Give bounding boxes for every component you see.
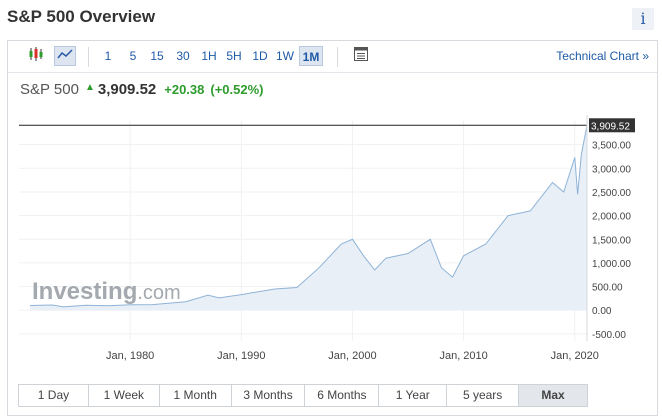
x-tick-label: Jan, 2000 — [328, 350, 376, 362]
interval-15-button[interactable]: 15 — [150, 49, 164, 63]
interval-1w-button[interactable]: 1W — [276, 49, 294, 63]
line-chart-icon[interactable] — [54, 46, 76, 66]
price-change-pct: (+0.52%) — [210, 82, 264, 97]
price-change: +20.38 — [164, 82, 205, 97]
price-chart[interactable]: 3,500.00 3,000.00 2,500.00 2,000.00 1,500.00… — [19, 109, 649, 379]
interval-5-button[interactable]: 5 — [129, 49, 137, 63]
y-tick-label: 500.00 — [592, 283, 623, 294]
interval-1-button[interactable]: 1 — [104, 49, 112, 63]
candlestick-icon[interactable] — [26, 46, 46, 66]
x-tick-label: Jan, 2010 — [439, 350, 487, 362]
y-tick-label: -500.00 — [592, 330, 626, 341]
last-price: 3,909.52 — [97, 81, 157, 98]
y-tick-label: 3,500.00 — [592, 141, 631, 152]
y-tick-label: 2,500.00 — [592, 188, 631, 199]
range-5-years-button[interactable]: 5 years — [447, 385, 520, 406]
interval-1m-button[interactable]: 1M — [299, 46, 323, 66]
range-selector: 1 Day 1 Week 1 Month 3 Months 6 Months 1 Year… — [18, 384, 588, 407]
range-6-months-button[interactable]: 6 Months — [305, 385, 380, 406]
x-tick-label: Jan, 2020 — [551, 350, 599, 362]
up-arrow-icon: ▲ — [84, 82, 95, 93]
page-title: S&P 500 Overview — [7, 7, 156, 26]
technical-chart-link[interactable]: Technical Chart » — [556, 49, 649, 63]
interval-1h-button[interactable]: 1H — [201, 49, 217, 63]
price-line — [30, 125, 588, 308]
interval-5h-button[interactable]: 5H — [226, 49, 242, 63]
table-icon[interactable] — [351, 46, 371, 66]
watermark-logo: Investing.com — [32, 278, 181, 305]
y-tick-label: 3,000.00 — [592, 164, 631, 175]
chart-toolbar: 1 5 15 30 1H 5H 1D 1W 1M Technical Chart » — [8, 41, 657, 73]
y-tick-label: 0.00 — [592, 306, 612, 317]
last-value-label: 3,909.52 — [591, 121, 630, 132]
info-icon[interactable]: i — [632, 8, 654, 30]
range-1-year-button[interactable]: 1 Year — [379, 385, 448, 406]
y-tick-label: 1,000.00 — [592, 259, 631, 270]
interval-30-button[interactable]: 30 — [176, 49, 190, 63]
x-tick-label: Jan, 1980 — [106, 350, 154, 362]
interval-1d-button[interactable]: 1D — [252, 49, 268, 63]
range-1-month-button[interactable]: 1 Month — [160, 385, 232, 406]
range-1-week-button[interactable]: 1 Week — [89, 385, 160, 406]
y-tick-label: 2,000.00 — [592, 212, 631, 223]
x-tick-label: Jan, 1990 — [217, 350, 265, 362]
range-3-months-button[interactable]: 3 Months — [232, 385, 306, 406]
quote-line: S&P 500 ▲ 3,909.52 +20.38 (+0.52%) — [20, 81, 264, 98]
range-1-day-button[interactable]: 1 Day — [19, 385, 89, 406]
y-tick-label: 1,500.00 — [592, 235, 631, 246]
last-value-badge — [589, 118, 635, 133]
index-name: S&P 500 — [20, 81, 79, 98]
chart-panel: 1 5 15 30 1H 5H 1D 1W 1M Technical Chart » S&P 5… — [7, 40, 658, 416]
range-max-button[interactable]: Max — [519, 385, 587, 406]
area-fill — [30, 125, 588, 311]
